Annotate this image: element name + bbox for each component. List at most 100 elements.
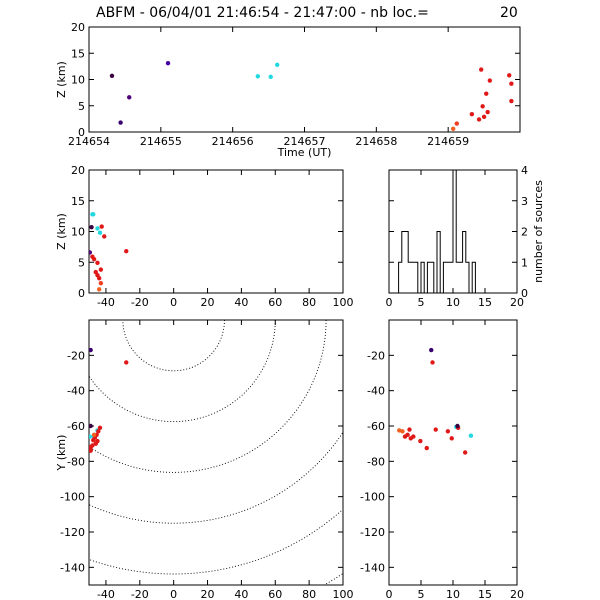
time_z-point xyxy=(469,111,475,117)
x_z-point xyxy=(91,256,97,262)
x_y-range-ring xyxy=(122,320,225,372)
time_z-point xyxy=(509,98,514,104)
x_z-ytick-label: 5 xyxy=(78,256,85,269)
x_z-xtick-label: 20 xyxy=(201,296,215,309)
time_z-ytick-label: 10 xyxy=(71,74,85,87)
x_y-point xyxy=(89,347,93,353)
z_y-point xyxy=(405,432,410,438)
x_z-panel: -40 -20 0 20 40 60 80 100 0 5 10 15 20 Z (km) xyxy=(55,164,354,309)
z_y-point xyxy=(407,427,412,432)
x_z-ytick-label: 20 xyxy=(71,164,85,177)
z_histogram-ytick-label: 1 xyxy=(521,256,528,269)
x_y-xtick-label: 0 xyxy=(170,588,177,600)
x_y-xtick-label: 40 xyxy=(234,588,248,600)
time_z-ytick-label: 20 xyxy=(71,21,85,34)
x_z-point xyxy=(95,226,100,231)
location-count: 20 xyxy=(500,5,518,21)
time_z-point xyxy=(118,120,123,125)
x_z-ylabel: Z (km) xyxy=(55,213,68,250)
time_z-point xyxy=(484,91,489,96)
time_z-xlabel: Time (UT) xyxy=(277,146,332,159)
z_histogram-xtick-label: 5 xyxy=(418,296,425,309)
x_z-point xyxy=(96,287,102,292)
time_z-xtick-label: 214656 xyxy=(212,135,254,148)
time_z-point xyxy=(268,74,273,80)
z_y-point xyxy=(462,450,468,455)
z_y-point xyxy=(433,427,438,432)
time_z-xtick-label: 214655 xyxy=(140,135,182,148)
x_y-xtick-label: -40 xyxy=(97,588,115,600)
x_y-ytick-label: -20 xyxy=(67,349,85,362)
time_z-panel: 214654 214655 214656 214657 214658 214659 0 5 10… xyxy=(55,21,521,159)
x_z-point xyxy=(95,260,100,266)
z_y-point xyxy=(455,423,460,429)
x_z-point xyxy=(96,276,102,281)
time_z-ytick-label: 0 xyxy=(78,126,85,139)
x_z-point xyxy=(98,267,104,272)
z_y-xtick-label: 15 xyxy=(478,588,492,600)
z_y-ytick-label: -80 xyxy=(367,455,385,468)
x_y-point xyxy=(124,360,129,365)
time_z-xtick-label: 214659 xyxy=(427,135,469,148)
z_histogram-xtick-label: 10 xyxy=(446,296,460,309)
x_z-xtick-label: -20 xyxy=(131,296,149,309)
x_z-ytick-label: 15 xyxy=(71,195,85,208)
x_z-xtick-label: 80 xyxy=(302,296,316,309)
z_histogram-ytick-label: 0 xyxy=(521,287,528,300)
z_y-point xyxy=(445,429,451,434)
x_z-xtick-label: -40 xyxy=(97,296,115,309)
z_histogram-xtick-label: 0 xyxy=(386,296,393,309)
x_y-xtick-label: -20 xyxy=(131,588,149,600)
z_histogram-ytick-label: 2 xyxy=(521,226,528,239)
time_z-points xyxy=(109,61,514,132)
x_z-point xyxy=(89,224,94,230)
z_y-point xyxy=(430,360,435,365)
x_z-xtick-label: 40 xyxy=(234,296,248,309)
time_z-frame xyxy=(88,26,521,133)
x_y-ytick-label: -120 xyxy=(60,526,85,539)
x_z-frame xyxy=(88,169,344,294)
z_y-ytick-label: -20 xyxy=(367,349,385,362)
x_y-point xyxy=(96,429,101,434)
time_z-ytick-label: 15 xyxy=(71,47,85,60)
time_z-point xyxy=(476,117,482,122)
x_y-frame xyxy=(88,319,344,586)
x_z-point xyxy=(102,234,107,239)
time_z-point xyxy=(127,95,132,100)
time_z-point xyxy=(479,67,484,72)
x_y-point xyxy=(89,434,93,439)
z_y-point xyxy=(468,433,474,438)
x_y-xtick-label: 20 xyxy=(201,588,215,600)
x_y-xtick-label: 80 xyxy=(302,588,316,600)
x_y-point xyxy=(89,445,93,450)
time_z-point xyxy=(165,61,171,66)
x_y-point xyxy=(91,437,96,443)
z_y-frame xyxy=(388,319,518,586)
x_z-point xyxy=(89,250,93,255)
time_z-point xyxy=(450,126,456,132)
z_y-xtick-label: 5 xyxy=(418,588,425,600)
x_z-point xyxy=(91,212,96,217)
time_z-xtick-label: 214657 xyxy=(284,135,326,148)
x_z-xtick-label: 0 xyxy=(170,296,177,309)
x_y-point xyxy=(89,423,93,429)
x_y-ytick-label: -60 xyxy=(67,420,85,433)
time_z-point xyxy=(481,114,487,119)
z_histogram-ytick-label: 4 xyxy=(521,164,528,177)
x_y-point xyxy=(89,448,93,453)
time_z-point xyxy=(275,62,280,67)
x_z-point xyxy=(124,248,129,254)
x_z-xtick-label: 100 xyxy=(333,296,354,309)
time_z-point xyxy=(109,73,115,79)
x_y-xtick-label: 100 xyxy=(333,588,354,600)
time_z-point xyxy=(509,81,514,86)
z_histogram-xtick-label: 15 xyxy=(478,296,492,309)
z_y-point xyxy=(429,347,434,353)
time_z-xtick-label: 214658 xyxy=(355,135,397,148)
x_z-point xyxy=(99,224,104,229)
time_z-point xyxy=(255,74,261,79)
time_z-ytick-label: 5 xyxy=(78,100,85,113)
z_histogram-ytick-label: 3 xyxy=(521,195,528,208)
